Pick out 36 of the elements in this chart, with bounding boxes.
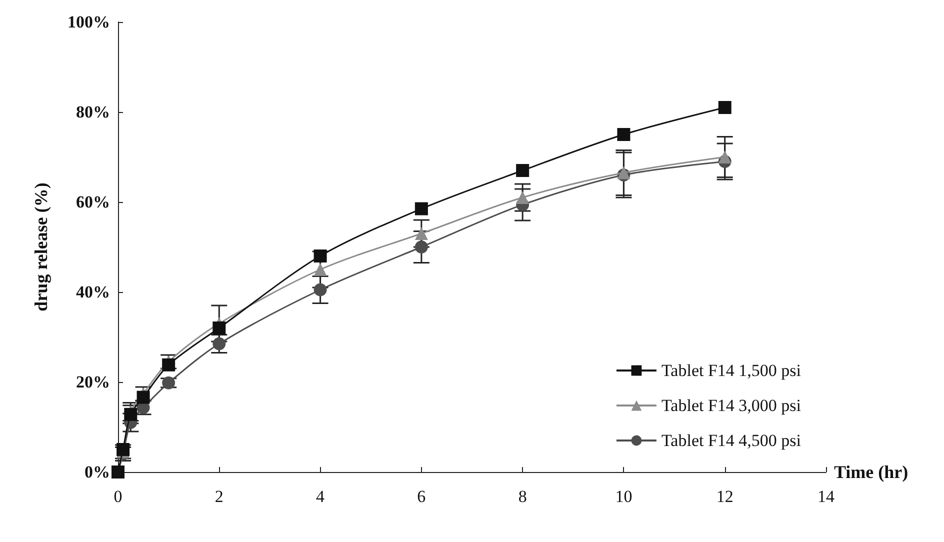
y-tick-label: 0% [84, 462, 110, 482]
point [617, 128, 630, 141]
y-tick-label: 20% [76, 372, 110, 392]
point [314, 283, 327, 296]
x-tick-label: 4 [316, 487, 326, 506]
y-axis-title: drug release (%) [31, 182, 51, 312]
point [718, 150, 732, 164]
y-tick-label: 100% [68, 12, 110, 32]
x-tick-label: 2 [214, 487, 224, 506]
x-tick-label: 8 [518, 487, 527, 506]
x-tick-label: 0 [114, 487, 122, 506]
point [414, 202, 428, 216]
legend-label: Tablet F14 4,500 psi [661, 431, 802, 450]
legend-label: Tablet F14 1,500 psi [661, 361, 802, 380]
y-tick-label: 40% [76, 282, 110, 302]
legend-label: Tablet F14 3,000 psi [661, 396, 802, 415]
y-tick-label: 80% [76, 102, 110, 122]
point [136, 390, 150, 404]
x-tick-label: 6 [417, 487, 426, 506]
point [314, 250, 327, 262]
y-tick-label: 60% [76, 192, 110, 212]
point [516, 164, 530, 177]
point [617, 166, 630, 180]
point [212, 322, 226, 334]
point [212, 337, 226, 350]
x-tick-label: 12 [716, 487, 734, 506]
point [414, 240, 428, 254]
x-axis-title: Time (hr) [834, 462, 908, 482]
point [162, 358, 176, 372]
point [414, 227, 428, 240]
x-tick-label: 14 [818, 487, 835, 506]
x-tick-label: 10 [615, 487, 632, 506]
point [162, 376, 176, 390]
point [314, 263, 327, 276]
point [718, 101, 732, 114]
point [516, 191, 530, 204]
